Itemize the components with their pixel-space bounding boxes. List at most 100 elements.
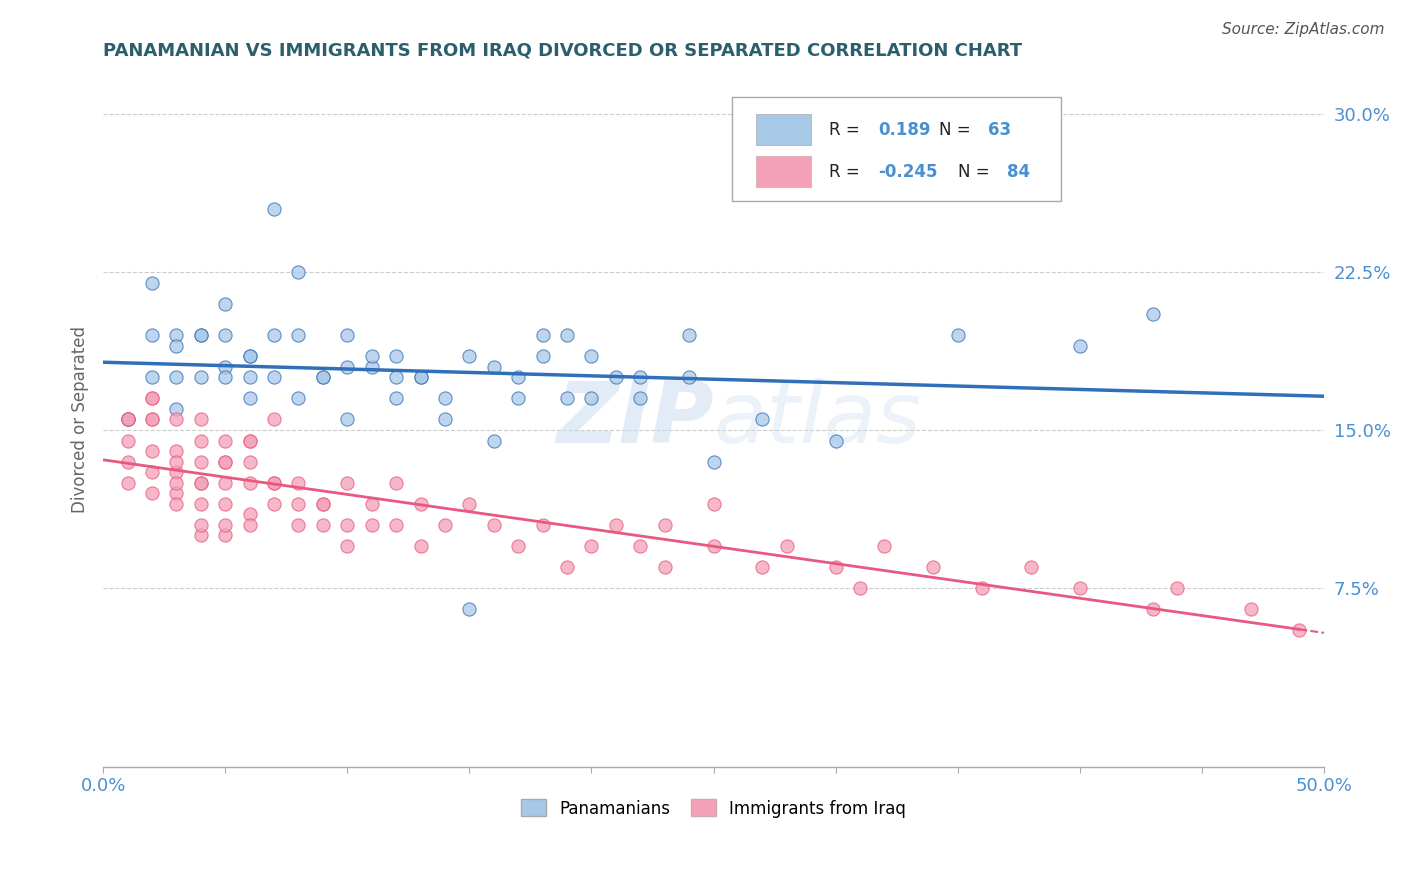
Text: R =: R = <box>830 121 866 139</box>
FancyBboxPatch shape <box>733 96 1062 201</box>
Point <box>409 370 432 384</box>
Point <box>214 497 236 511</box>
Point <box>508 370 530 384</box>
Point <box>1240 602 1263 616</box>
Point <box>165 475 187 490</box>
Point <box>214 517 236 532</box>
Point <box>360 517 382 532</box>
Point <box>1069 581 1091 595</box>
Point <box>702 539 724 553</box>
Point <box>458 350 481 364</box>
Point <box>873 539 896 553</box>
Point <box>555 328 578 343</box>
Point <box>1019 559 1042 574</box>
Point <box>360 359 382 374</box>
Point <box>654 517 676 532</box>
Point <box>1166 581 1188 595</box>
Point <box>190 475 212 490</box>
Y-axis label: Divorced or Separated: Divorced or Separated <box>72 326 89 513</box>
Point <box>141 392 163 406</box>
Point <box>336 475 359 490</box>
Point <box>165 412 187 426</box>
Point <box>263 475 285 490</box>
Point <box>165 454 187 468</box>
Point <box>336 539 359 553</box>
Point <box>508 539 530 553</box>
Legend: Panamanians, Immigrants from Iraq: Panamanians, Immigrants from Iraq <box>515 793 912 824</box>
Point <box>190 517 212 532</box>
Text: 0.189: 0.189 <box>879 121 931 139</box>
Point <box>117 412 139 426</box>
Point <box>141 392 163 406</box>
Point <box>117 412 139 426</box>
Point <box>605 370 627 384</box>
Point <box>141 370 163 384</box>
Point <box>409 539 432 553</box>
Point <box>776 539 799 553</box>
Point <box>751 559 773 574</box>
Point <box>581 539 603 553</box>
Point <box>239 370 262 384</box>
Point <box>581 392 603 406</box>
Text: atlas: atlas <box>713 378 921 461</box>
Text: 63: 63 <box>988 121 1011 139</box>
Point <box>531 517 554 532</box>
Point <box>165 328 187 343</box>
Point <box>336 412 359 426</box>
Point <box>458 602 481 616</box>
Text: ZIP: ZIP <box>555 378 713 461</box>
Point <box>385 370 408 384</box>
Point <box>970 581 993 595</box>
Point <box>824 559 846 574</box>
Point <box>117 412 139 426</box>
Point <box>360 497 382 511</box>
Point <box>239 434 262 448</box>
Point <box>1142 307 1164 321</box>
Text: 84: 84 <box>1007 162 1029 181</box>
Point <box>263 412 285 426</box>
Point <box>654 559 676 574</box>
Point <box>312 517 335 532</box>
Point <box>702 454 724 468</box>
Point <box>141 444 163 458</box>
Point <box>287 475 309 490</box>
Point <box>312 370 335 384</box>
Point <box>117 475 139 490</box>
Point <box>482 517 505 532</box>
Point <box>628 392 651 406</box>
Point <box>117 412 139 426</box>
Point <box>263 475 285 490</box>
Point <box>678 370 700 384</box>
Point <box>141 276 163 290</box>
Point <box>824 434 846 448</box>
Point <box>214 328 236 343</box>
Text: R =: R = <box>830 162 866 181</box>
Point <box>409 497 432 511</box>
Point <box>190 497 212 511</box>
Point <box>141 412 163 426</box>
Point <box>190 328 212 343</box>
Bar <box>756 114 811 145</box>
Point <box>433 392 456 406</box>
Point <box>312 497 335 511</box>
Point <box>385 475 408 490</box>
Point <box>385 392 408 406</box>
Point <box>531 350 554 364</box>
Bar <box>756 156 811 187</box>
Point <box>239 475 262 490</box>
Point <box>141 328 163 343</box>
Point <box>849 581 872 595</box>
Point <box>214 528 236 542</box>
Point <box>628 539 651 553</box>
Point <box>581 350 603 364</box>
Point <box>263 328 285 343</box>
Point <box>555 559 578 574</box>
Point <box>239 507 262 521</box>
Text: -0.245: -0.245 <box>879 162 938 181</box>
Point <box>214 359 236 374</box>
Point <box>1142 602 1164 616</box>
Point <box>214 297 236 311</box>
Point <box>214 370 236 384</box>
Point <box>141 412 163 426</box>
Point <box>702 497 724 511</box>
